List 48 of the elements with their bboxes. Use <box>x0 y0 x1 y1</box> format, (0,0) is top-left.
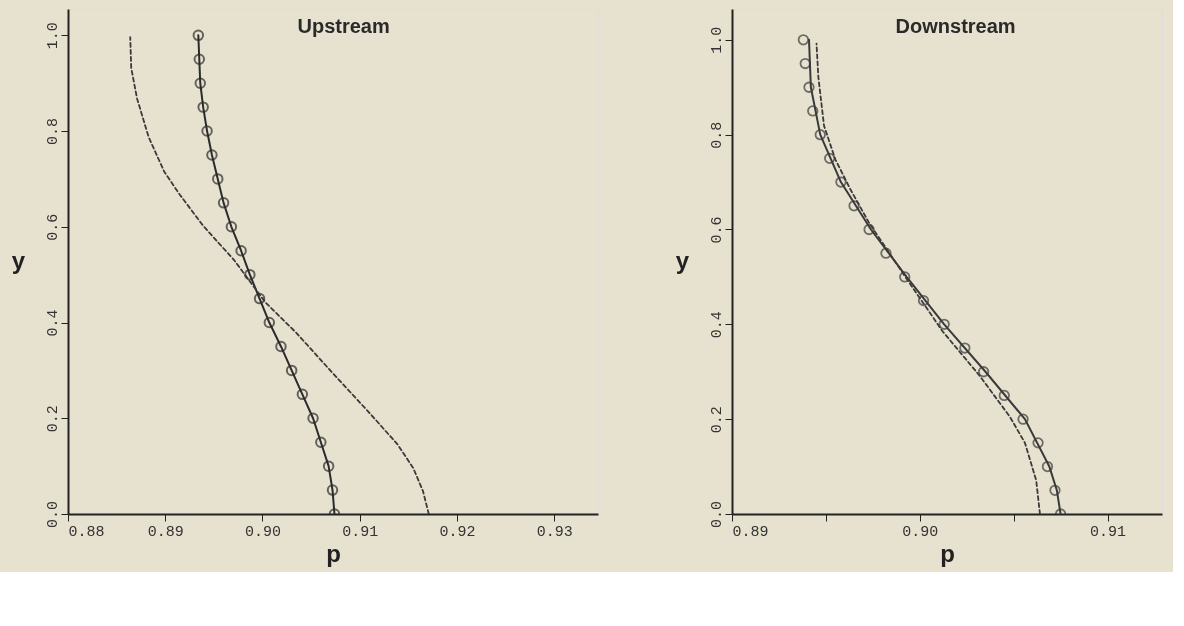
y-tick-label: 0.6 <box>708 216 726 244</box>
x-tick-label: 0.89 <box>732 523 769 541</box>
y-tick-label: 1.0 <box>708 26 726 54</box>
point <box>253 292 266 305</box>
point <box>193 53 206 65</box>
y-tick-label: 0.8 <box>44 118 62 146</box>
point <box>296 388 309 401</box>
point <box>235 245 247 257</box>
x-axis-title: p <box>940 539 955 567</box>
point <box>326 484 339 496</box>
y-tick-label: 0.4 <box>44 309 62 337</box>
chart-title: Downstream <box>895 15 1016 37</box>
x-tick-label: 0.88 <box>68 523 105 541</box>
y-tick-label: 0.0 <box>44 500 62 529</box>
x-tick-label: 0.90 <box>244 523 281 541</box>
chart-title: Upstream <box>297 15 390 37</box>
point <box>192 29 205 42</box>
x-axis-title: p <box>326 539 341 567</box>
point <box>244 268 256 281</box>
y-tick-label: 0.4 <box>708 311 726 339</box>
point <box>212 173 224 185</box>
point <box>197 101 209 113</box>
x-tick-label: 0.93 <box>536 523 573 541</box>
y-tick-label: 0.2 <box>44 405 62 433</box>
line-series <box>129 36 430 514</box>
x-tick-label: 0.90 <box>902 523 939 541</box>
point <box>225 221 238 233</box>
y-tick-label: 0.0 <box>708 500 726 529</box>
point <box>201 125 213 137</box>
point <box>194 77 206 89</box>
point <box>275 340 287 353</box>
y-axis-title: y <box>675 247 690 274</box>
x-tick-label: 0.91 <box>342 523 379 541</box>
point <box>217 197 230 209</box>
point <box>322 460 335 472</box>
x-tick-label: 0.89 <box>147 523 184 541</box>
x-tick-label: 0.92 <box>439 523 476 541</box>
y-tick-label: 0.6 <box>44 213 62 241</box>
point <box>285 364 298 377</box>
y-tick-label: 0.2 <box>708 406 726 434</box>
y-axis-title: y <box>11 247 26 274</box>
x-tick-label: 0.91 <box>1090 523 1127 541</box>
point <box>206 149 218 161</box>
y-tick-label: 1.0 <box>44 22 62 50</box>
point <box>315 436 327 448</box>
point <box>307 412 319 424</box>
point <box>263 316 276 329</box>
y-tick-label: 0.8 <box>708 121 726 149</box>
